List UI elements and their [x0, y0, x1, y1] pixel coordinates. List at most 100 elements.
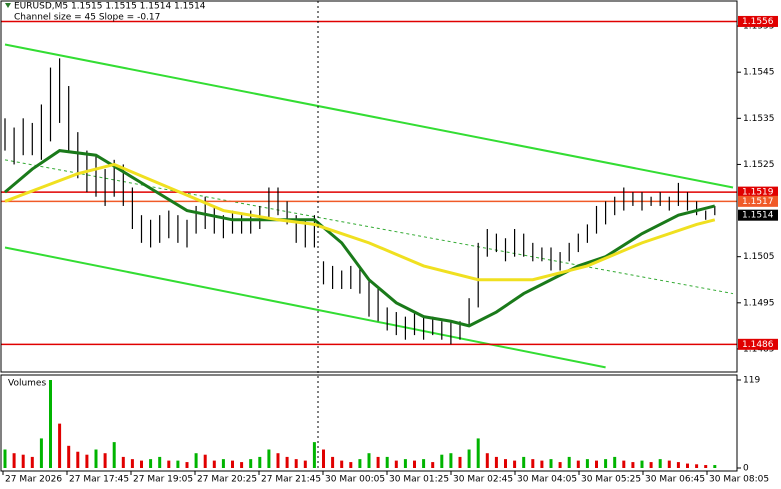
x-tick-label: 30 Mar 05:25 — [581, 475, 641, 485]
volume-bar — [604, 459, 608, 468]
x-tick-label: 30 Mar 01:25 — [389, 475, 449, 485]
price-label-bg — [738, 186, 778, 198]
volume-bar — [12, 453, 16, 468]
volume-bar — [185, 462, 189, 468]
x-tick-label: 27 Mar 21:45 — [261, 475, 321, 485]
volume-bar — [558, 462, 562, 468]
volume-bar — [121, 456, 125, 468]
volume-bar — [212, 460, 216, 468]
volume-bar — [595, 460, 598, 468]
volume-bar — [522, 456, 526, 468]
volume-bar — [686, 463, 689, 468]
volume-bar — [403, 459, 407, 468]
volume-bar — [622, 460, 626, 468]
volume-bar — [267, 449, 271, 468]
volume-bar — [312, 442, 316, 468]
volume-bar — [58, 423, 62, 468]
volume-bar — [158, 456, 162, 468]
y-tick-label: 1.1535 — [743, 114, 775, 124]
channel-line — [4, 246, 606, 369]
volume-bar — [231, 460, 234, 468]
volume-bar — [194, 453, 198, 468]
volume-bar — [494, 456, 498, 468]
y-tick-label: 1.1545 — [743, 68, 775, 78]
volume-bar — [221, 459, 225, 468]
volume-bar — [704, 465, 708, 468]
price-label-bg — [738, 338, 778, 350]
x-tick-label: 27 Mar 19:05 — [133, 475, 193, 485]
volume-bar — [258, 456, 262, 468]
y-tick-label: 0 — [743, 464, 749, 474]
volume-bar — [440, 454, 444, 468]
price-label: 1.1519 — [742, 188, 774, 198]
moving-average — [4, 149, 716, 328]
x-tick-label: 27 Mar 2026 — [5, 475, 62, 485]
volume-bar — [349, 462, 353, 468]
x-tick-label: 30 Mar 00:05 — [325, 475, 385, 485]
volume-bar — [476, 438, 480, 468]
volume-bar — [613, 456, 617, 468]
price-label: 1.1556 — [742, 17, 774, 27]
volume-bar — [21, 454, 25, 468]
volume-bar — [385, 456, 389, 468]
volume-bar — [513, 460, 517, 468]
volume-bar — [276, 453, 280, 468]
volume-bar — [467, 449, 471, 468]
x-tick-label: 27 Mar 20:25 — [197, 475, 257, 485]
volume-bar — [3, 449, 7, 468]
symbol-line: EURUSD,M5 1.1515 1.1515 1.1514 1.1514 — [14, 2, 206, 12]
price-label-bg — [738, 15, 778, 27]
volume-bar — [640, 460, 644, 468]
volume-bar — [658, 459, 662, 468]
volume-bar — [303, 460, 307, 468]
volume-bar — [85, 454, 89, 468]
volume-bar — [367, 453, 371, 468]
volume-bar — [39, 438, 43, 468]
moving-average — [4, 162, 716, 282]
price-label: 1.1486 — [742, 340, 774, 350]
x-tick-label: 27 Mar 17:45 — [69, 475, 129, 485]
volume-bar — [240, 462, 244, 468]
volume-bar — [422, 459, 426, 468]
volume-bar — [431, 462, 435, 468]
volume-bar — [576, 460, 580, 468]
y-tick-label: 1.1525 — [743, 160, 775, 170]
price-label-bg — [738, 209, 778, 221]
volume-panel — [0, 374, 738, 472]
volume-bar — [76, 451, 80, 468]
volume-bar — [340, 460, 344, 468]
volume-bar — [649, 462, 653, 468]
volume-bar — [585, 459, 589, 468]
main-panel — [0, 0, 738, 373]
volume-bar — [94, 449, 98, 468]
volume-bar — [485, 453, 489, 468]
volume-bar — [112, 442, 116, 468]
volume-bar — [322, 449, 325, 468]
volume-bar — [713, 465, 717, 468]
volume-bar — [130, 459, 134, 468]
volume-bar — [140, 460, 143, 468]
volume-bar — [167, 460, 171, 468]
volume-bar — [531, 459, 535, 468]
y-tick-label: 119 — [743, 376, 760, 386]
volume-bar — [413, 460, 416, 468]
volume-bar — [203, 454, 207, 468]
volume-bar — [49, 380, 52, 468]
volume-bar — [30, 456, 34, 468]
volume-title: Volumes — [8, 379, 46, 389]
volume-bar — [567, 456, 571, 468]
price-label-bg — [738, 195, 778, 207]
volume-bar — [504, 459, 507, 468]
volume-bar — [294, 459, 298, 468]
y-tick-label: 1.1495 — [743, 298, 775, 308]
volume-bar — [458, 456, 462, 468]
x-tick-label: 30 Mar 02:45 — [453, 475, 513, 485]
volume-bar — [549, 459, 553, 468]
volume-bar — [449, 453, 453, 468]
volume-bar — [358, 459, 362, 468]
volume-bar — [394, 460, 398, 468]
x-tick-label: 30 Mar 08:05 — [709, 475, 769, 485]
x-tick-label: 30 Mar 06:45 — [645, 475, 705, 485]
